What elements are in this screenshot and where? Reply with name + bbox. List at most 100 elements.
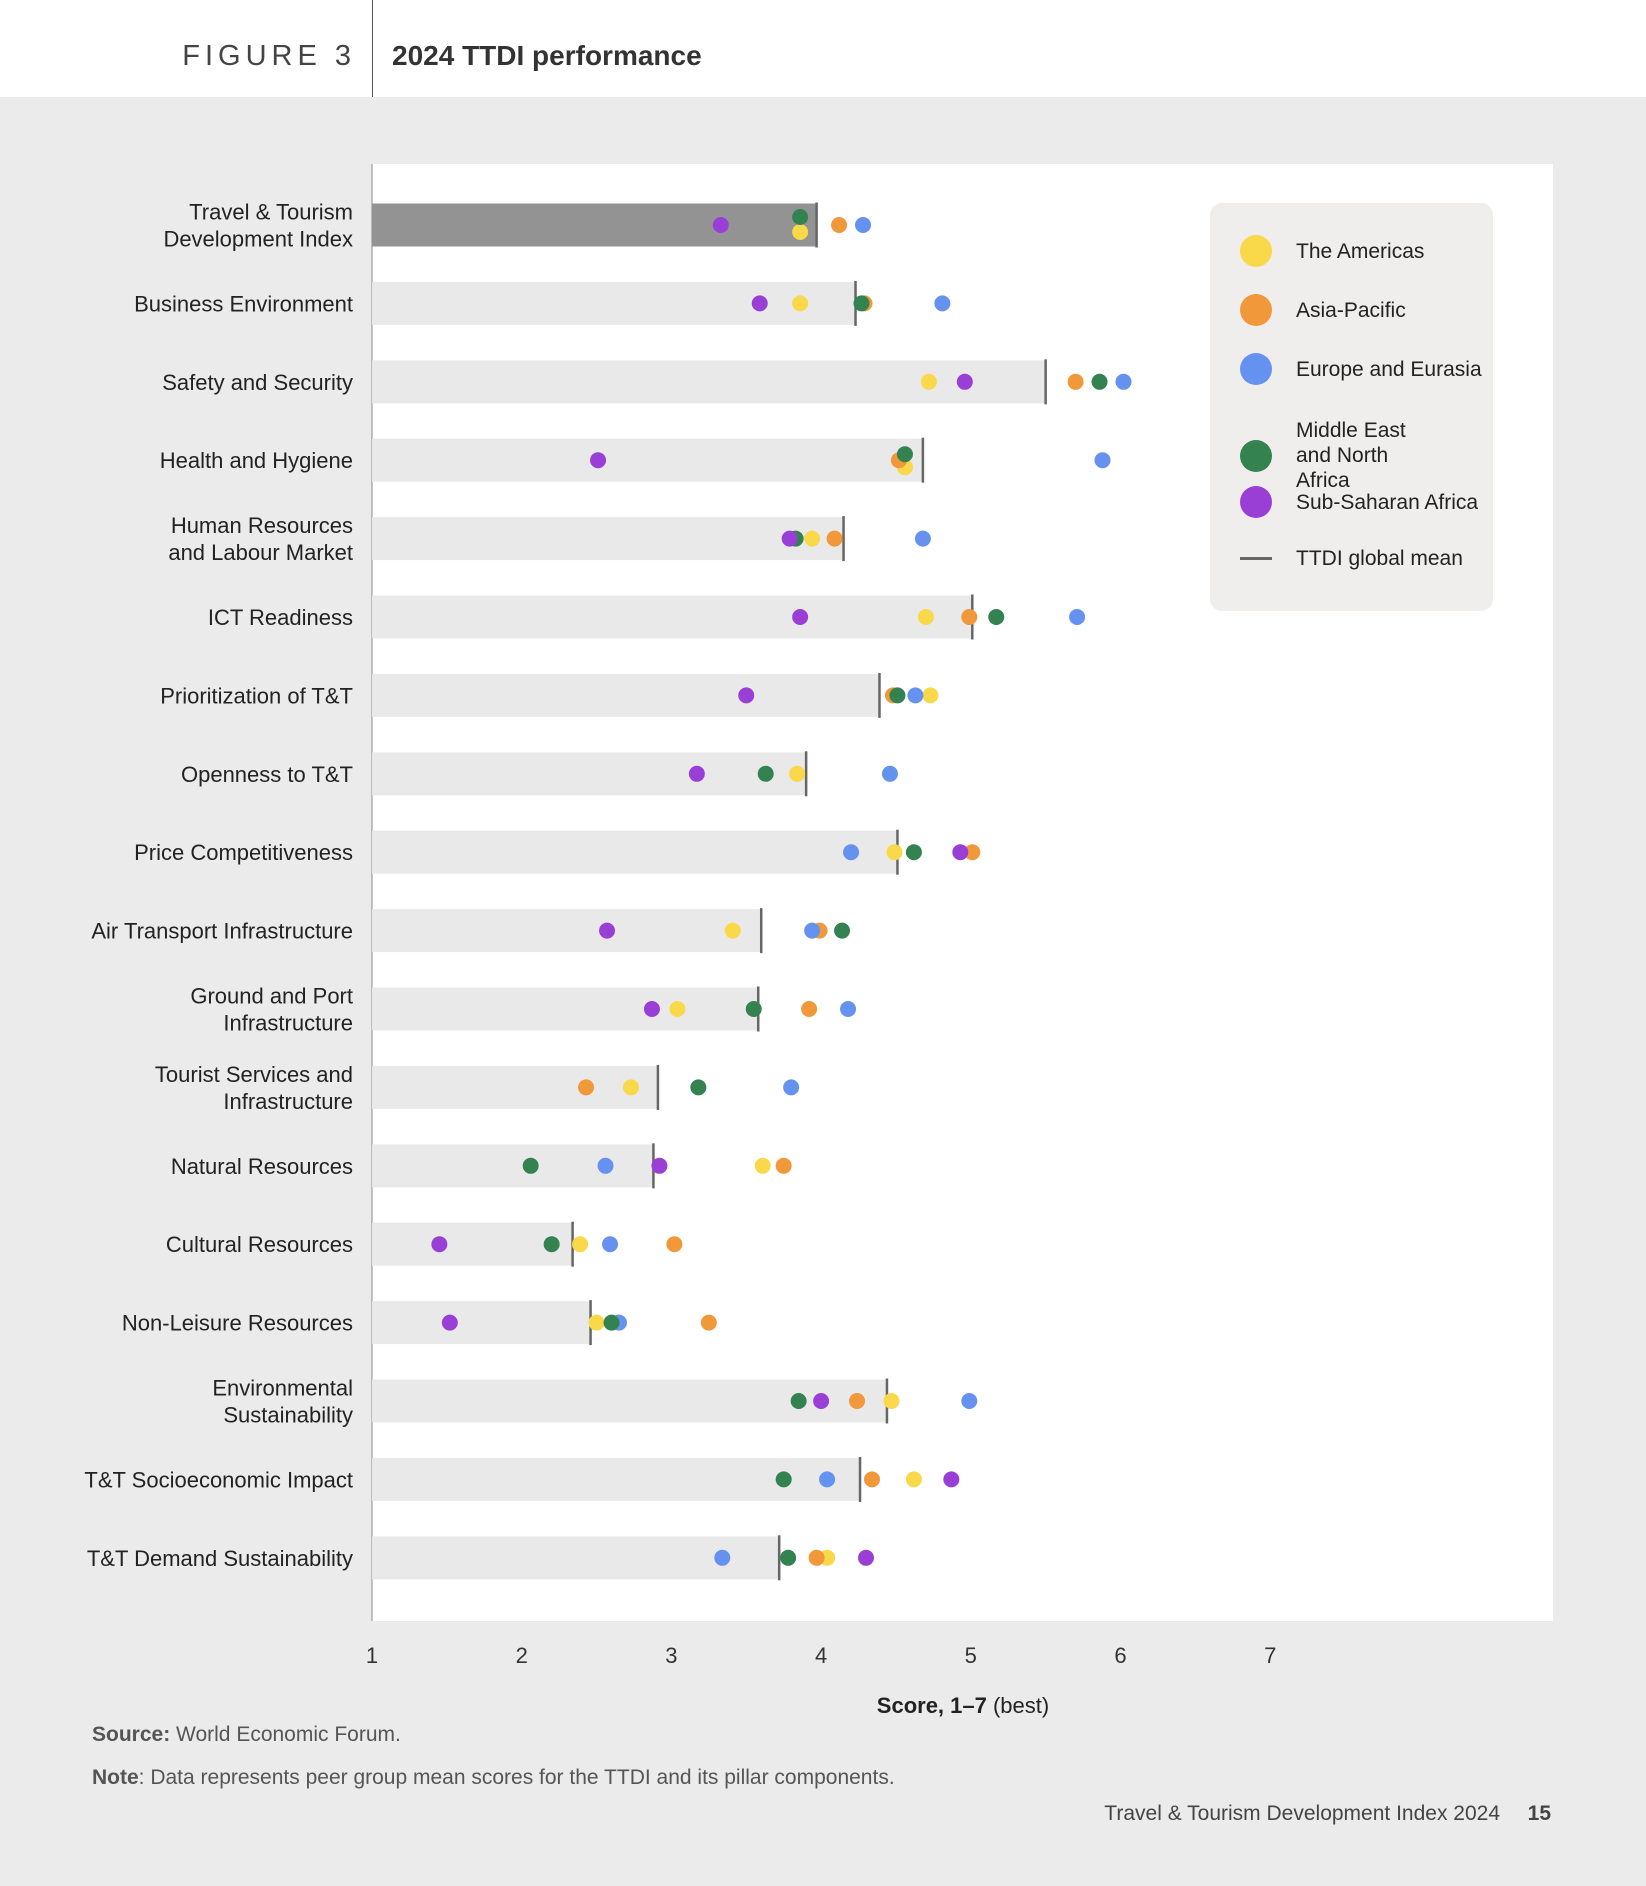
dot-europe-and-eurasia <box>783 1079 800 1096</box>
dot-europe-and-eurasia <box>1069 609 1086 625</box>
x-tick-label: 4 <box>815 1643 827 1668</box>
legend-item-europe-eurasia: Europe and Eurasia <box>1240 353 1486 385</box>
mean-bar <box>372 752 807 796</box>
category-label: Infrastructure <box>223 1089 353 1114</box>
dot-the-americas <box>724 922 741 939</box>
dot-the-americas <box>917 609 934 625</box>
dot-middle-east-and-north-africa <box>853 295 870 312</box>
category-label: Price Competitiveness <box>134 840 353 865</box>
dot-asia-pacific <box>808 1549 825 1566</box>
header-divider <box>372 0 373 97</box>
mean-bar <box>372 1222 573 1266</box>
dot-the-americas <box>792 295 809 312</box>
dot-europe-and-eurasia <box>961 1393 978 1409</box>
dot-asia-pacific <box>775 1157 792 1174</box>
dot-middle-east-and-north-africa <box>690 1079 707 1096</box>
dot-sub-saharan-africa <box>441 1314 458 1331</box>
note-label: Note <box>92 1766 139 1789</box>
category-label: Natural Resources <box>171 1154 353 1179</box>
dot-the-americas <box>572 1236 589 1253</box>
x-tick-label: 5 <box>965 1643 977 1668</box>
category-label: T&T Socioeconomic Impact <box>84 1467 353 1492</box>
dot-middle-east-and-north-africa <box>603 1314 620 1331</box>
x-tick-label: 2 <box>516 1643 528 1668</box>
mean-bar <box>372 595 973 639</box>
dot-middle-east-and-north-africa <box>988 609 1005 625</box>
legend-swatch-asia-pacific <box>1240 294 1272 326</box>
dot-the-americas <box>883 1393 900 1409</box>
mean-bar <box>372 909 762 953</box>
dot-europe-and-eurasia <box>840 1001 857 1017</box>
dot-asia-pacific <box>666 1236 683 1253</box>
dot-the-americas <box>920 373 937 390</box>
legend-label: Asia-Pacific <box>1296 298 1406 322</box>
dot-middle-east-and-north-africa <box>780 1549 797 1566</box>
dot-middle-east-and-north-africa <box>790 1393 807 1409</box>
legend-label: Sub-Saharan Africa <box>1296 490 1479 514</box>
mean-bar <box>372 517 844 561</box>
x-axis-ticks: 1 2 3 4 5 6 7 <box>366 1643 1276 1668</box>
dot-the-americas <box>886 844 903 861</box>
source-label: Source: <box>92 1723 171 1746</box>
category-label: Ground and Port <box>190 984 353 1009</box>
dot-middle-east-and-north-africa <box>543 1236 560 1253</box>
dot-middle-east-and-north-africa <box>757 765 774 782</box>
dot-asia-pacific <box>1067 373 1084 390</box>
dot-sub-saharan-africa <box>643 1001 660 1017</box>
legend-label: TTDI global mean <box>1296 547 1463 570</box>
category-label: Cultural Resources <box>166 1232 353 1257</box>
category-label: ICT Readiness <box>208 605 353 630</box>
legend-label: Europe and Eurasia <box>1296 357 1482 381</box>
bars-layer <box>372 202 1132 1581</box>
dot-europe-and-eurasia <box>907 687 924 704</box>
x-tick-label: 6 <box>1114 1643 1126 1668</box>
data-note: Note: Data represents peer group mean sc… <box>92 1766 895 1790</box>
mean-bar <box>372 1301 591 1345</box>
legend-item-global-mean: TTDI global mean <box>1240 546 1486 571</box>
legend-item-americas: The Americas <box>1240 235 1486 267</box>
dot-europe-and-eurasia <box>602 1236 619 1253</box>
figure-header: FIGURE 3 2024 TTDI performance <box>0 0 1646 97</box>
dot-europe-and-eurasia <box>1115 373 1132 390</box>
dot-europe-and-eurasia <box>843 844 860 861</box>
dot-the-americas <box>922 687 939 704</box>
dot-the-americas <box>669 1001 686 1017</box>
mean-bar <box>372 203 817 247</box>
dot-asia-pacific <box>849 1393 866 1409</box>
dot-europe-and-eurasia <box>597 1157 614 1174</box>
x-tick-label: 3 <box>665 1643 677 1668</box>
legend: The Americas Asia-Pacific Europe and Eur… <box>1210 203 1493 611</box>
dot-sub-saharan-africa <box>956 373 973 390</box>
publication-title: Travel & Tourism Development Index 2024 <box>1104 1802 1500 1825</box>
dot-europe-and-eurasia <box>855 217 872 233</box>
category-label: Health and Hygiene <box>160 448 353 473</box>
dot-asia-pacific <box>826 530 843 547</box>
category-label: Tourist Services and <box>155 1062 353 1087</box>
mean-bar <box>372 438 923 482</box>
note-text: : Data represents peer group mean scores… <box>138 1766 895 1789</box>
dot-europe-and-eurasia <box>881 765 898 782</box>
dot-the-americas <box>588 1314 605 1331</box>
dot-europe-and-eurasia <box>914 530 931 547</box>
dot-europe-and-eurasia <box>1094 452 1111 469</box>
category-label: Environmental <box>212 1376 353 1401</box>
dot-middle-east-and-north-africa <box>792 209 809 225</box>
dot-asia-pacific <box>961 609 978 625</box>
dot-middle-east-and-north-africa <box>905 844 922 861</box>
page-number: 15 <box>1527 1802 1551 1825</box>
dot-asia-pacific <box>863 1471 880 1488</box>
dot-europe-and-eurasia <box>819 1471 836 1488</box>
dot-sub-saharan-africa <box>781 530 798 547</box>
dot-the-americas <box>622 1079 639 1096</box>
dot-sub-saharan-africa <box>599 922 616 939</box>
dot-sub-saharan-africa <box>813 1393 830 1409</box>
figure-title: 2024 TTDI performance <box>392 40 702 71</box>
category-label: Infrastructure <box>223 1011 353 1036</box>
legend-swatch-global-mean <box>1240 557 1272 560</box>
dot-sub-saharan-africa <box>952 844 969 861</box>
legend-swatch-sub-saharan-africa <box>1240 486 1272 518</box>
category-label: Human Resources <box>171 513 353 538</box>
legend-item-mena: Middle East and North Africa <box>1240 418 1446 493</box>
